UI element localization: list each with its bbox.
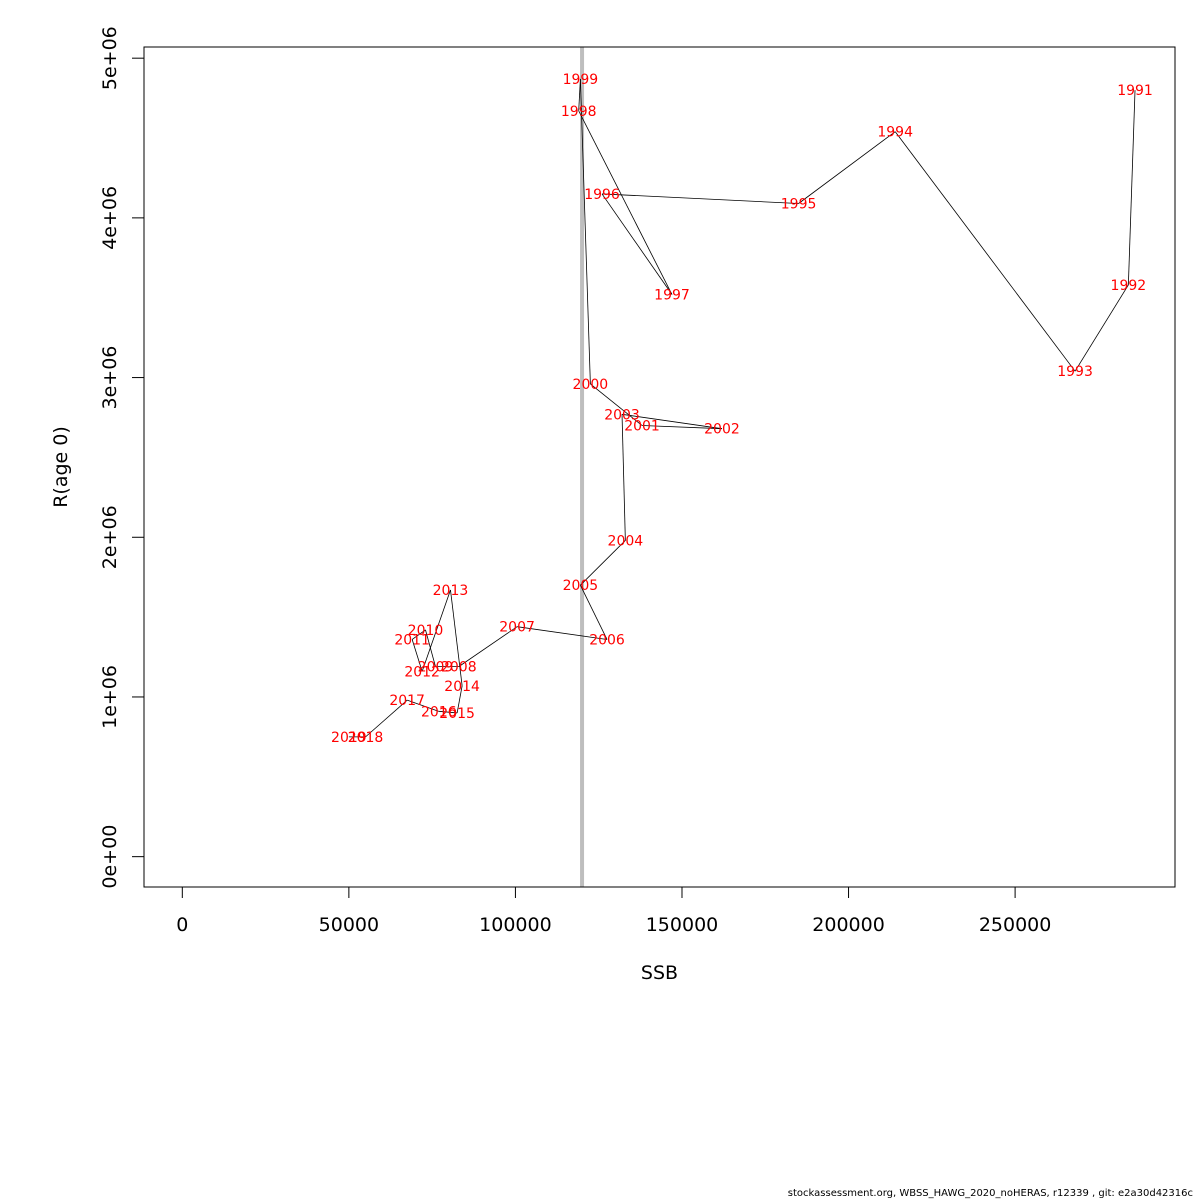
y-axis-title: R(age 0) (50, 426, 72, 508)
year-label: 2009 (418, 660, 454, 676)
y-tick-label: 1e+06 (99, 665, 121, 729)
x-axis: 0 50000 100000 150000 200000 250000 (176, 886, 1052, 936)
trajectory-segment (1127, 90, 1136, 285)
year-label: 2000 (573, 377, 609, 393)
trajectory-segment (456, 685, 463, 714)
x-tick-label: 100000 (479, 914, 552, 936)
year-label: 2004 (608, 533, 644, 549)
footer-credit: stockassessment.org, WBSS_HAWG_2020_noHE… (787, 1188, 1193, 1199)
trajectory-segment (601, 193, 673, 295)
trajectory-segment (590, 383, 643, 426)
trajectory-segment (621, 413, 723, 430)
year-label: 1993 (1057, 364, 1093, 380)
year-label: 2006 (589, 632, 625, 648)
y-tick-label: 3e+06 (99, 346, 121, 410)
x-tick-label: 0 (176, 914, 188, 936)
trajectory-segment (798, 131, 896, 204)
year-label: 2013 (433, 583, 469, 599)
year-label: 1994 (877, 125, 913, 141)
trajectory-segment (621, 414, 626, 541)
trajectory-segment (580, 540, 626, 586)
year-label: 2014 (444, 679, 480, 695)
year-label: 2015 (439, 706, 475, 722)
y-tick-label: 5e+06 (99, 26, 121, 90)
year-label: 1997 (654, 288, 690, 304)
trajectory-segment (365, 699, 408, 738)
trajectory-segment (578, 78, 581, 111)
year-label: 1999 (563, 72, 599, 88)
y-tick-label: 4e+06 (99, 186, 121, 250)
trajectory-layer (348, 78, 1136, 738)
year-label: 2019 (331, 730, 367, 746)
year-label: 2007 (499, 620, 535, 636)
trajectory-segment (894, 131, 1076, 372)
year-label-layer: 1991 1992 1993 1994 1995 1996 1997 1998 1999 2000… (331, 72, 1153, 746)
y-tick-label: 0e+00 (99, 825, 121, 889)
x-tick-label: 50000 (319, 914, 379, 936)
trajectory-segment (578, 110, 673, 295)
trajectory-segment (517, 626, 608, 640)
year-label: 1991 (1117, 83, 1153, 99)
x-axis-title: SSB (641, 962, 678, 984)
year-label: 1995 (781, 197, 817, 213)
trajectory-segment (458, 626, 518, 667)
trajectory-segment (411, 629, 426, 640)
year-label: 2008 (441, 660, 477, 676)
year-label: 2003 (604, 407, 640, 423)
year-label: 2018 (348, 730, 384, 746)
trajectory-segment (641, 425, 722, 430)
trajectory-segment (579, 78, 591, 384)
year-label: 2010 (408, 623, 444, 639)
trajectory-segment (580, 584, 608, 640)
year-label: 1996 (584, 187, 620, 203)
year-label: 2001 (624, 418, 660, 434)
year-label: 2016 (421, 704, 457, 720)
year-label: 2012 (404, 664, 440, 680)
trajectory-segment (407, 699, 439, 712)
year-label: 1998 (561, 104, 597, 120)
x-tick-label: 150000 (646, 914, 719, 936)
y-axis: 0e+00 1e+06 2e+06 3e+06 4e+06 5e+06 (99, 26, 145, 889)
year-label: 2011 (394, 632, 430, 648)
year-label: 2017 (389, 693, 425, 709)
year-label: 1992 (1111, 278, 1147, 294)
trajectory-segment (602, 193, 799, 204)
year-label: 2005 (563, 578, 599, 594)
trajectory-segment (450, 589, 463, 686)
year-label: 2002 (704, 422, 740, 438)
x-tick-label: 200000 (812, 914, 885, 936)
trajectory-segment (1074, 284, 1129, 372)
trajectory-segment (421, 589, 451, 672)
y-tick-label: 2e+06 (99, 505, 121, 569)
trajectory-segment (411, 639, 423, 672)
trajectory-segment (438, 710, 458, 714)
x-tick-label: 250000 (979, 914, 1052, 936)
